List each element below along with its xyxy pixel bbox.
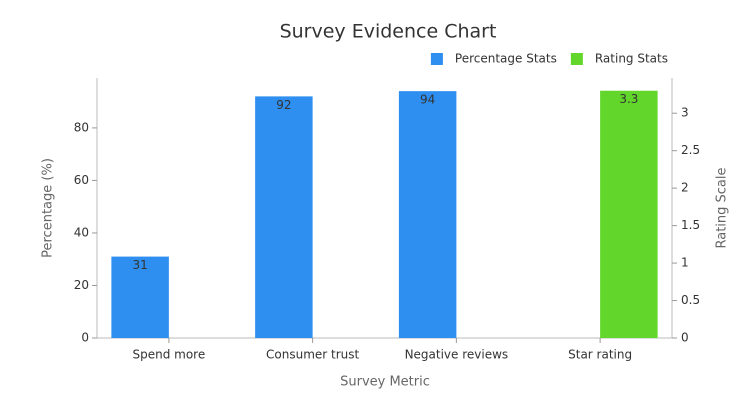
- y-tick-label: 0: [81, 331, 89, 345]
- x-tick-label: Consumer trust: [266, 348, 360, 362]
- y-tick-label: 20: [74, 278, 89, 292]
- bar-value-label: 31: [132, 258, 147, 272]
- y2-tick-label: 3: [681, 106, 689, 120]
- bar: [255, 96, 313, 338]
- bar-value-label: 3.3: [619, 92, 638, 106]
- y-tick-label: 40: [74, 225, 89, 239]
- y2-axis-label: Rating Scale: [715, 167, 730, 248]
- bar: [398, 91, 457, 338]
- y2-tick-label: 0: [681, 331, 689, 345]
- x-tick-label: Star rating: [568, 348, 632, 362]
- y2-tick-label: 0.5: [681, 293, 700, 307]
- x-axis-label: Survey Metric: [340, 375, 430, 390]
- y2-tick-label: 1.5: [681, 218, 700, 232]
- y2-tick-label: 2: [681, 181, 689, 195]
- y-axis-label: Percentage (%): [41, 158, 56, 258]
- y-tick-label: 80: [74, 120, 89, 134]
- bar-value-label: 92: [276, 98, 291, 112]
- y-tick-label: 60: [74, 173, 89, 187]
- y2-tick-label: 1: [681, 256, 689, 270]
- y2-tick-label: 2.5: [681, 143, 700, 157]
- legend-swatch: [570, 53, 583, 65]
- legend-label: Percentage Stats: [455, 52, 557, 66]
- x-tick-label: Spend more: [133, 348, 206, 362]
- x-tick-label: Negative reviews: [405, 348, 509, 362]
- bar-value-label: 94: [420, 93, 435, 107]
- bar: [111, 256, 169, 338]
- bar: [600, 90, 658, 338]
- legend-swatch: [430, 53, 443, 65]
- chart-title: Survey Evidence Chart: [280, 21, 497, 43]
- legend-label: Rating Stats: [595, 52, 668, 66]
